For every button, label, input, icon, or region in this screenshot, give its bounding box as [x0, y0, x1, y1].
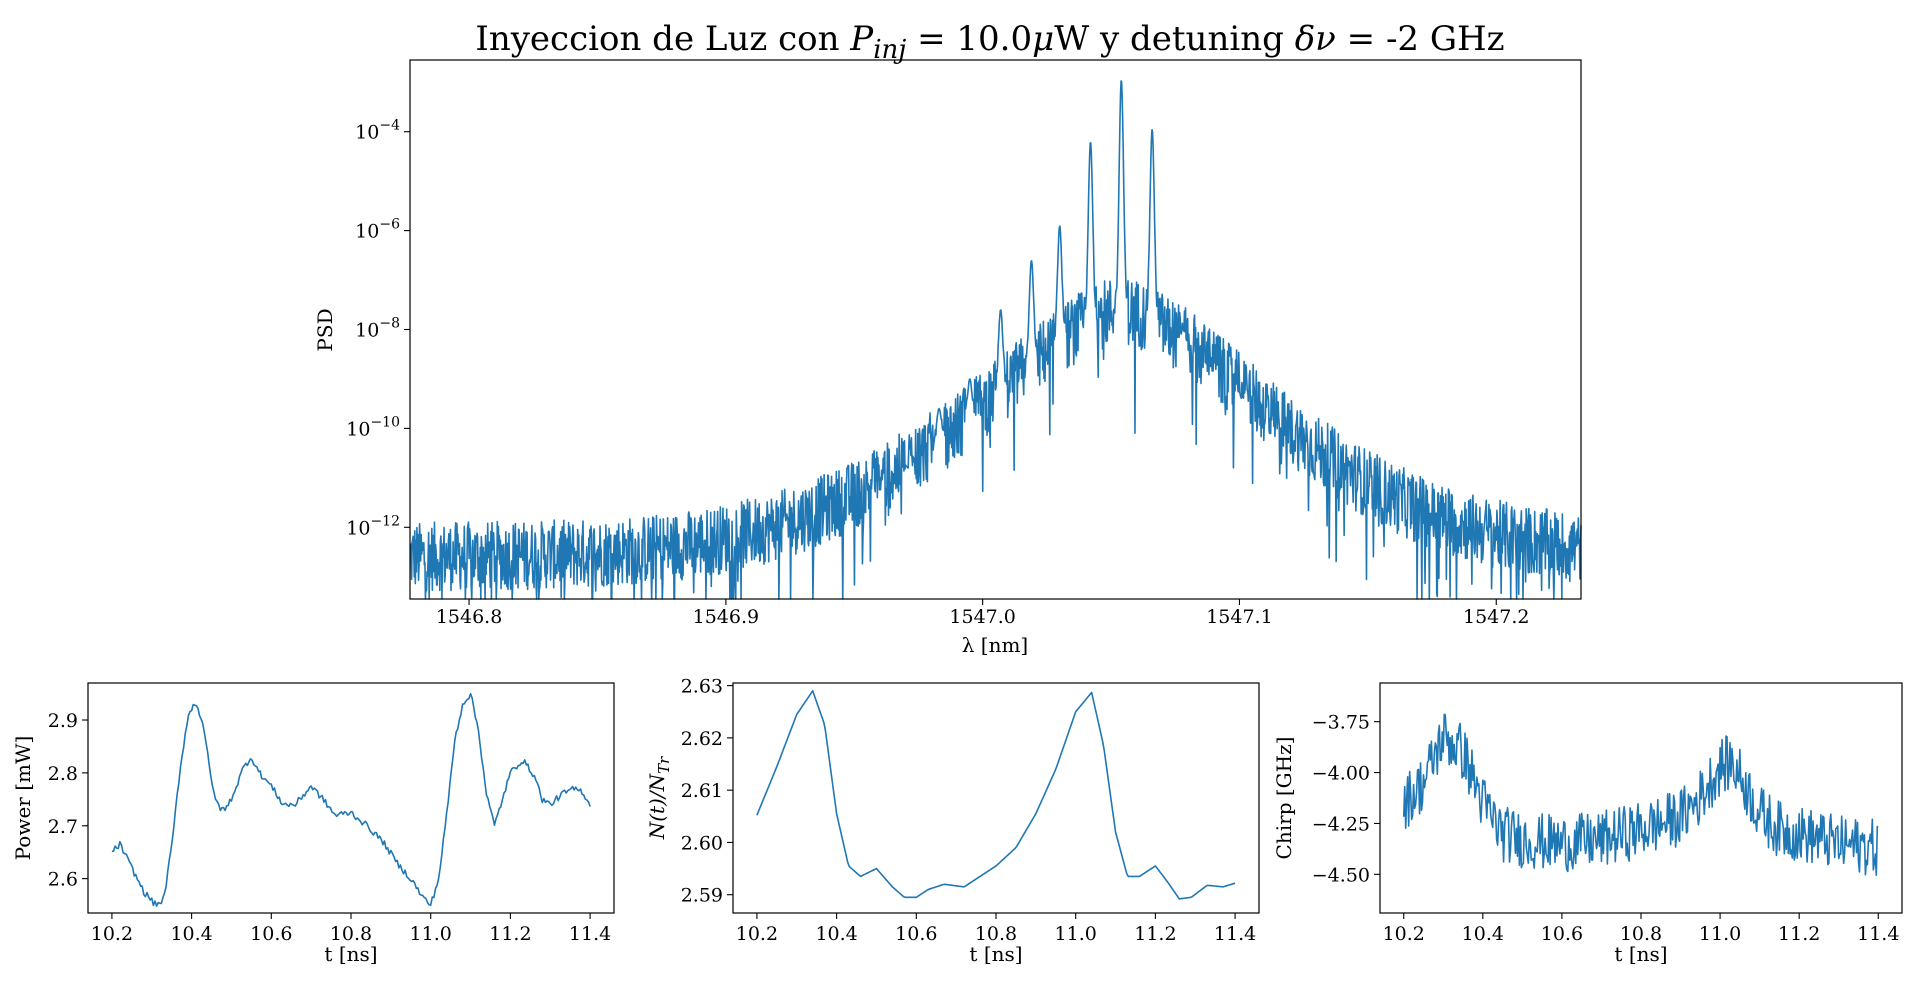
title-text-tail: = -2 GHz [1336, 19, 1505, 59]
power-x-tick-label: 10.2 [91, 923, 133, 945]
power-x-tick-label: 11.4 [569, 923, 611, 945]
power-x-axis-label: t [ns] [324, 942, 377, 966]
carriers-x-tick-label: 11.4 [1214, 923, 1256, 945]
carriers-panel: 10.2 10.4 10.6 10.8 11.0 11.2 11.4 2.59 2.60 2.6… [645, 676, 1260, 966]
spectrum-y-tick-exponent: −10 [370, 414, 400, 430]
title-mu: μ [1032, 19, 1054, 59]
spectrum-x-axis-label: λ [nm] [962, 633, 1028, 657]
chirp-series-layer [1402, 713, 1879, 876]
carriers-x-ticks: 10.2 10.4 10.6 10.8 11.0 11.2 11.4 [736, 913, 1256, 945]
chirp-x-tick-label: 11.0 [1699, 923, 1741, 945]
spectrum-y-tick-label: 10−10 [346, 414, 400, 440]
power-series-line [111, 692, 591, 907]
power-x-tick-label: 10.6 [250, 923, 292, 945]
spectrum-y-tick-exponent: −6 [379, 217, 400, 233]
carriers-x-tick-label: 11.2 [1134, 923, 1176, 945]
carriers-x-tick-label: 10.8 [975, 923, 1017, 945]
power-y-axis-label: Power [mW] [11, 736, 35, 861]
chirp-y-tick-label: −4.50 [1312, 864, 1370, 886]
carriers-x-axis-label: t [ns] [969, 942, 1022, 966]
carriers-axes-frame [732, 682, 1260, 914]
power-x-tick-label: 10.8 [330, 923, 372, 945]
title-text-unit: W y detuning [1054, 19, 1294, 59]
spectrum-x-tick-label: 1547.2 [1463, 606, 1529, 628]
spectrum-panel: 1546.8 1546.9 1547.0 1547.1 1547.2 10−410−61… [313, 59, 1582, 657]
chirp-x-tick-label: 10.4 [1462, 923, 1504, 945]
chirp-x-axis-label: t [ns] [1614, 942, 1667, 966]
chirp-x-ticks: 10.2 10.4 10.6 10.8 11.0 11.2 11.4 [1383, 913, 1899, 945]
carriers-y-axis-label-main: N(t)/N [645, 772, 669, 840]
spectrum-y-tick-exponent: −4 [379, 118, 400, 134]
title-pinj: P [849, 19, 874, 59]
spectrum-x-tick-label: 1546.9 [693, 606, 759, 628]
spectrum-y-tick-base: 10 [355, 221, 379, 243]
power-x-tick-label: 10.4 [170, 923, 212, 945]
power-y-tick-label: 2.6 [48, 869, 78, 891]
spectrum-y-tick-label: 10−8 [355, 316, 400, 342]
chirp-y-tick-label: −4.25 [1312, 813, 1370, 835]
spectrum-y-tick-label: 10−6 [355, 217, 400, 243]
carriers-x-tick-label: 10.4 [815, 923, 857, 945]
carriers-y-tick-label: 2.60 [681, 832, 723, 854]
spectrum-y-tick-base: 10 [346, 517, 370, 539]
power-series-layer [111, 692, 591, 907]
spectrum-y-tick-label: 10−4 [355, 118, 400, 144]
power-panel: 10.2 10.4 10.6 10.8 11.0 11.2 11.4 2.62.72.82.… [11, 682, 615, 966]
power-y-tick-label: 2.9 [48, 710, 78, 732]
chirp-x-tick-label: 10.8 [1620, 923, 1662, 945]
power-x-ticks: 10.2 10.4 10.6 10.8 11.0 11.2 11.4 [91, 913, 611, 945]
spectrum-y-tick-base: 10 [346, 418, 370, 440]
power-x-tick-label: 11.0 [410, 923, 452, 945]
power-y-tick-label: 2.7 [48, 816, 78, 838]
carriers-y-tick-label: 2.61 [681, 780, 723, 802]
spectrum-y-tick-label: 10−12 [346, 513, 400, 539]
carriers-y-tick-label: 2.62 [681, 728, 723, 750]
spectrum-x-ticks: 1546.8 1546.9 1547.0 1547.1 1547.2 [436, 599, 1529, 628]
spectrum-y-axis-label: PSD [313, 308, 337, 351]
carriers-series-layer [756, 690, 1236, 900]
chirp-y-tick-label: −3.75 [1312, 712, 1370, 734]
chirp-axes-frame [1379, 682, 1903, 914]
chirp-x-tick-label: 10.6 [1541, 923, 1583, 945]
figure-title: Inyeccion de Luz con Pinj = 10.0μW y det… [475, 19, 1504, 65]
carriers-x-tick-label: 11.0 [1055, 923, 1097, 945]
chirp-y-ticks: −3.75 −4.00 −4.25 −4.50 [1312, 712, 1380, 886]
chirp-x-tick-label: 10.2 [1383, 923, 1425, 945]
power-y-tick-label: 2.8 [48, 763, 78, 785]
carriers-y-axis-label: N(t)/NTr [645, 756, 673, 840]
spectrum-y-tick-exponent: −12 [370, 513, 400, 529]
carriers-y-tick-label: 2.59 [681, 885, 723, 907]
title-text-mid: = 10.0 [906, 19, 1032, 59]
chirp-series-line [1402, 713, 1879, 876]
title-delta-nu: δν [1295, 19, 1336, 59]
carriers-y-axis-label-sub: Tr [655, 756, 673, 774]
spectrum-y-tick-exponent: −8 [379, 316, 400, 332]
carriers-x-tick-label: 10.2 [736, 923, 778, 945]
spectrum-y-tick-base: 10 [355, 320, 379, 342]
spectrum-x-tick-label: 1547.0 [949, 606, 1015, 628]
chirp-y-axis-label: Chirp [GHz] [1272, 737, 1296, 860]
carriers-y-tick-label: 2.63 [681, 676, 723, 698]
spectrum-series-line [409, 80, 1582, 600]
chirp-x-tick-label: 11.4 [1857, 923, 1899, 945]
power-x-tick-label: 11.2 [489, 923, 531, 945]
carriers-series-line [756, 690, 1236, 900]
carriers-x-tick-label: 10.6 [895, 923, 937, 945]
spectrum-y-tick-base: 10 [355, 122, 379, 144]
spectrum-x-tick-label: 1547.1 [1206, 606, 1272, 628]
power-y-ticks: 2.6 2.7 2.8 2.9 [48, 710, 88, 891]
chirp-panel: 10.2 10.4 10.6 10.8 11.0 11.2 11.4 −3.75−4.00−… [1272, 682, 1903, 966]
spectrum-x-tick-label: 1546.8 [436, 606, 502, 628]
spectrum-series-layer [409, 80, 1582, 600]
carriers-y-ticks: 2.59 2.60 2.61 2.62 2.63 [681, 676, 733, 907]
title-text-main: Inyeccion de Luz con [475, 19, 850, 59]
chirp-x-tick-label: 11.2 [1778, 923, 1820, 945]
chirp-y-tick-label: −4.00 [1312, 763, 1370, 785]
